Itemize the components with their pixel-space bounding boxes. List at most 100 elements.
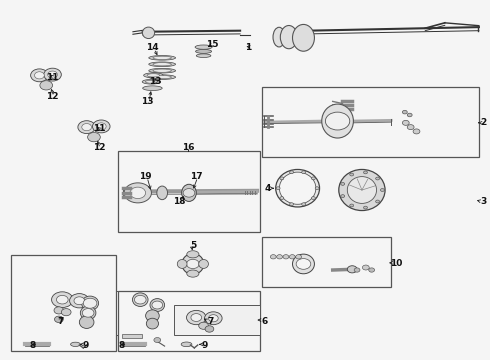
Text: 17: 17 bbox=[190, 172, 202, 181]
Text: 9: 9 bbox=[82, 341, 88, 350]
Ellipse shape bbox=[80, 306, 96, 320]
Text: 16: 16 bbox=[182, 143, 194, 152]
Ellipse shape bbox=[187, 251, 199, 258]
Ellipse shape bbox=[195, 45, 212, 49]
Text: 2: 2 bbox=[481, 118, 487, 127]
Text: 9: 9 bbox=[202, 341, 208, 350]
Ellipse shape bbox=[273, 27, 285, 47]
Ellipse shape bbox=[153, 69, 172, 72]
Text: 11: 11 bbox=[46, 73, 59, 82]
Circle shape bbox=[48, 71, 57, 78]
Circle shape bbox=[312, 197, 316, 199]
Ellipse shape bbox=[149, 68, 175, 73]
Circle shape bbox=[295, 255, 301, 259]
Text: 1: 1 bbox=[245, 42, 251, 51]
Circle shape bbox=[44, 68, 61, 81]
Ellipse shape bbox=[293, 24, 315, 51]
Circle shape bbox=[289, 255, 295, 259]
Ellipse shape bbox=[79, 316, 94, 328]
Circle shape bbox=[369, 268, 374, 272]
Circle shape bbox=[402, 120, 409, 125]
Ellipse shape bbox=[142, 80, 161, 84]
Ellipse shape bbox=[182, 184, 196, 202]
Circle shape bbox=[82, 123, 92, 131]
Circle shape bbox=[364, 206, 368, 209]
Bar bbox=[122, 342, 145, 346]
Circle shape bbox=[70, 294, 89, 308]
Ellipse shape bbox=[196, 54, 211, 58]
Circle shape bbox=[315, 187, 319, 190]
Ellipse shape bbox=[199, 260, 208, 269]
Ellipse shape bbox=[143, 27, 155, 39]
Ellipse shape bbox=[146, 80, 158, 83]
Circle shape bbox=[380, 189, 384, 192]
Circle shape bbox=[82, 309, 94, 317]
Text: 15: 15 bbox=[206, 40, 218, 49]
Circle shape bbox=[124, 183, 151, 203]
Text: 6: 6 bbox=[261, 316, 268, 325]
Ellipse shape bbox=[144, 73, 163, 78]
Ellipse shape bbox=[147, 74, 160, 77]
Circle shape bbox=[56, 296, 68, 304]
Circle shape bbox=[34, 72, 44, 79]
Circle shape bbox=[74, 297, 85, 305]
Ellipse shape bbox=[276, 170, 319, 207]
Circle shape bbox=[376, 200, 380, 203]
Ellipse shape bbox=[322, 104, 353, 138]
Circle shape bbox=[402, 111, 407, 114]
Circle shape bbox=[407, 125, 414, 130]
Ellipse shape bbox=[149, 55, 175, 60]
Bar bbox=[262, 237, 391, 287]
Bar bbox=[118, 291, 260, 351]
Circle shape bbox=[376, 177, 380, 180]
Circle shape bbox=[350, 173, 354, 176]
Circle shape bbox=[83, 298, 97, 308]
Circle shape bbox=[191, 314, 202, 321]
Circle shape bbox=[347, 266, 357, 273]
Circle shape bbox=[187, 310, 206, 325]
Circle shape bbox=[78, 121, 96, 134]
Ellipse shape bbox=[149, 75, 175, 80]
Bar bbox=[118, 152, 260, 232]
Text: 13: 13 bbox=[148, 77, 161, 86]
Circle shape bbox=[280, 177, 284, 180]
Text: 18: 18 bbox=[173, 197, 186, 206]
Circle shape bbox=[204, 312, 222, 325]
Ellipse shape bbox=[150, 298, 165, 311]
Text: 8: 8 bbox=[30, 341, 36, 350]
Circle shape bbox=[302, 171, 306, 174]
Circle shape bbox=[183, 189, 195, 197]
Circle shape bbox=[205, 326, 214, 332]
Circle shape bbox=[152, 301, 163, 309]
Circle shape bbox=[407, 113, 412, 117]
Bar bbox=[174, 305, 260, 336]
Text: 13: 13 bbox=[141, 97, 154, 106]
Circle shape bbox=[413, 129, 420, 134]
Ellipse shape bbox=[280, 26, 297, 49]
Circle shape bbox=[61, 309, 71, 316]
Circle shape bbox=[276, 187, 280, 190]
Ellipse shape bbox=[187, 270, 199, 277]
Ellipse shape bbox=[157, 186, 168, 200]
Ellipse shape bbox=[153, 76, 172, 79]
Circle shape bbox=[280, 197, 284, 199]
Ellipse shape bbox=[143, 86, 162, 90]
Circle shape bbox=[88, 132, 100, 142]
Bar bbox=[11, 255, 116, 351]
Ellipse shape bbox=[196, 49, 212, 53]
Text: 12: 12 bbox=[46, 91, 59, 100]
Circle shape bbox=[54, 307, 64, 314]
Ellipse shape bbox=[181, 342, 192, 347]
Ellipse shape bbox=[182, 253, 204, 274]
Text: 19: 19 bbox=[139, 172, 152, 181]
Circle shape bbox=[364, 171, 368, 174]
Bar bbox=[122, 334, 142, 338]
Bar bbox=[262, 87, 479, 157]
Text: 3: 3 bbox=[481, 197, 487, 206]
Circle shape bbox=[302, 203, 306, 206]
Ellipse shape bbox=[71, 342, 80, 346]
Ellipse shape bbox=[153, 63, 172, 66]
Ellipse shape bbox=[81, 296, 98, 310]
Circle shape bbox=[54, 316, 63, 323]
Circle shape bbox=[290, 203, 294, 206]
